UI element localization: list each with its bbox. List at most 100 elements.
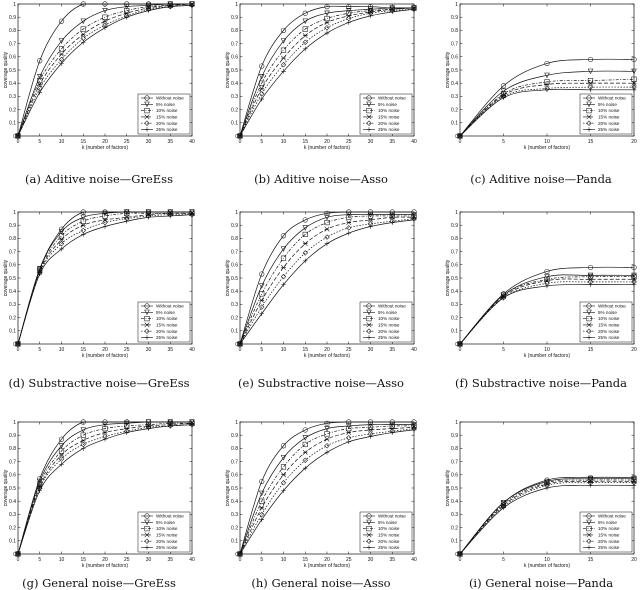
data-point <box>280 273 287 280</box>
legend-marker <box>586 532 592 538</box>
series-line <box>459 478 635 555</box>
data-point <box>631 476 637 482</box>
data-point <box>411 427 417 433</box>
data-point <box>346 230 352 236</box>
legend-marker <box>586 545 592 550</box>
y-tick-label: 0.2 <box>451 525 458 531</box>
x-tick-label: 40 <box>411 139 417 145</box>
series-line <box>459 276 635 345</box>
y-tick-label: 0.5 <box>451 68 458 74</box>
data-point <box>346 225 352 231</box>
data-point <box>80 209 86 215</box>
subplot-8: 00.10.20.30.40.50.60.70.80.910 5 10 15 20 25 3… <box>225 419 417 590</box>
series-6 <box>237 217 417 347</box>
data-point <box>259 304 265 310</box>
legend-entry: 5% noise <box>156 310 175 315</box>
x-tick-label: 25 <box>124 347 130 353</box>
legend-box <box>359 93 413 135</box>
y-axis-label: coverage quality <box>445 51 451 88</box>
legend-marker <box>366 519 372 526</box>
data-point <box>302 427 308 433</box>
data-point <box>102 18 108 24</box>
data-point <box>389 422 395 428</box>
x-tick-label: 30 <box>368 139 374 145</box>
x-tick-label: 15 <box>80 557 86 563</box>
y-tick-label: 1 <box>235 420 238 426</box>
data-point <box>80 222 86 228</box>
data-point <box>281 282 286 287</box>
y-tick-label: 0.6 <box>231 55 238 61</box>
x-tick-label: 5 <box>260 139 263 145</box>
x-tick-label: 15 <box>302 557 308 563</box>
data-point <box>389 430 395 435</box>
data-point <box>15 133 21 139</box>
x-tick-label: 25 <box>124 139 130 145</box>
y-tick-label: 1 <box>13 2 16 8</box>
data-point <box>37 90 43 95</box>
y-tick-label: 0.8 <box>231 28 238 34</box>
y-tick-label: 0.1 <box>451 539 458 545</box>
legend-entry: 15% noise <box>378 323 400 328</box>
data-point <box>280 246 287 252</box>
series-line <box>239 5 415 137</box>
data-point <box>631 56 637 63</box>
y-tick-label: 0.5 <box>9 68 16 74</box>
data-point <box>587 272 594 279</box>
legend-entry: 15% noise <box>156 115 178 120</box>
x-tick-label: 5 <box>260 557 263 563</box>
x-tick-label: 25 <box>124 557 130 563</box>
y-tick-label: 0 <box>455 342 458 348</box>
data-point <box>80 218 86 224</box>
x-tick-label: 10 <box>59 139 65 145</box>
y-tick-label: 0.5 <box>231 68 238 74</box>
legend-box <box>579 511 633 553</box>
series-line <box>459 58 635 137</box>
y-axis-label: coverage quality <box>225 469 231 506</box>
data-point <box>167 423 173 429</box>
y-tick-label: 0 <box>235 552 238 558</box>
data-point <box>544 72 550 79</box>
y-tick-label: 0.3 <box>9 302 16 308</box>
legend-marker <box>586 108 592 114</box>
data-point <box>58 240 65 247</box>
data-point <box>324 420 330 426</box>
data-point <box>259 80 265 86</box>
x-tick-label: 5 <box>502 557 505 563</box>
legend-entry: 25% noise <box>156 127 178 132</box>
legend-marker <box>144 538 150 544</box>
data-point <box>280 27 287 33</box>
series-line <box>239 425 415 555</box>
data-point <box>124 14 130 20</box>
data-point <box>281 488 286 493</box>
data-point <box>500 88 507 95</box>
y-tick-label: 0.4 <box>451 81 458 87</box>
data-point <box>588 282 593 287</box>
data-point <box>102 422 108 428</box>
data-point <box>102 426 108 432</box>
series-line <box>17 4 193 137</box>
y-tick-label: 0.6 <box>231 473 238 479</box>
legend-marker <box>586 538 592 544</box>
legend-entry: Without noise <box>156 96 184 101</box>
data-point <box>102 8 108 14</box>
legend-marker <box>144 513 150 519</box>
data-point <box>259 283 265 289</box>
x-tick-label: 20 <box>102 139 108 145</box>
data-point <box>302 435 308 441</box>
data-point <box>411 212 417 218</box>
y-tick-label: 0.6 <box>9 263 16 269</box>
data-point <box>457 341 463 347</box>
data-point <box>346 212 352 218</box>
x-tick-label: 30 <box>146 557 152 563</box>
y-tick-label: 0.2 <box>451 107 458 113</box>
x-tick-label: 15 <box>588 557 594 563</box>
x-tick-label: 5 <box>38 347 41 353</box>
x-tick-label: 40 <box>189 347 195 353</box>
data-point <box>368 217 373 223</box>
data-point <box>259 478 265 484</box>
data-point <box>544 276 550 282</box>
legend-entry: Without noise <box>598 514 626 519</box>
data-point <box>59 246 64 252</box>
